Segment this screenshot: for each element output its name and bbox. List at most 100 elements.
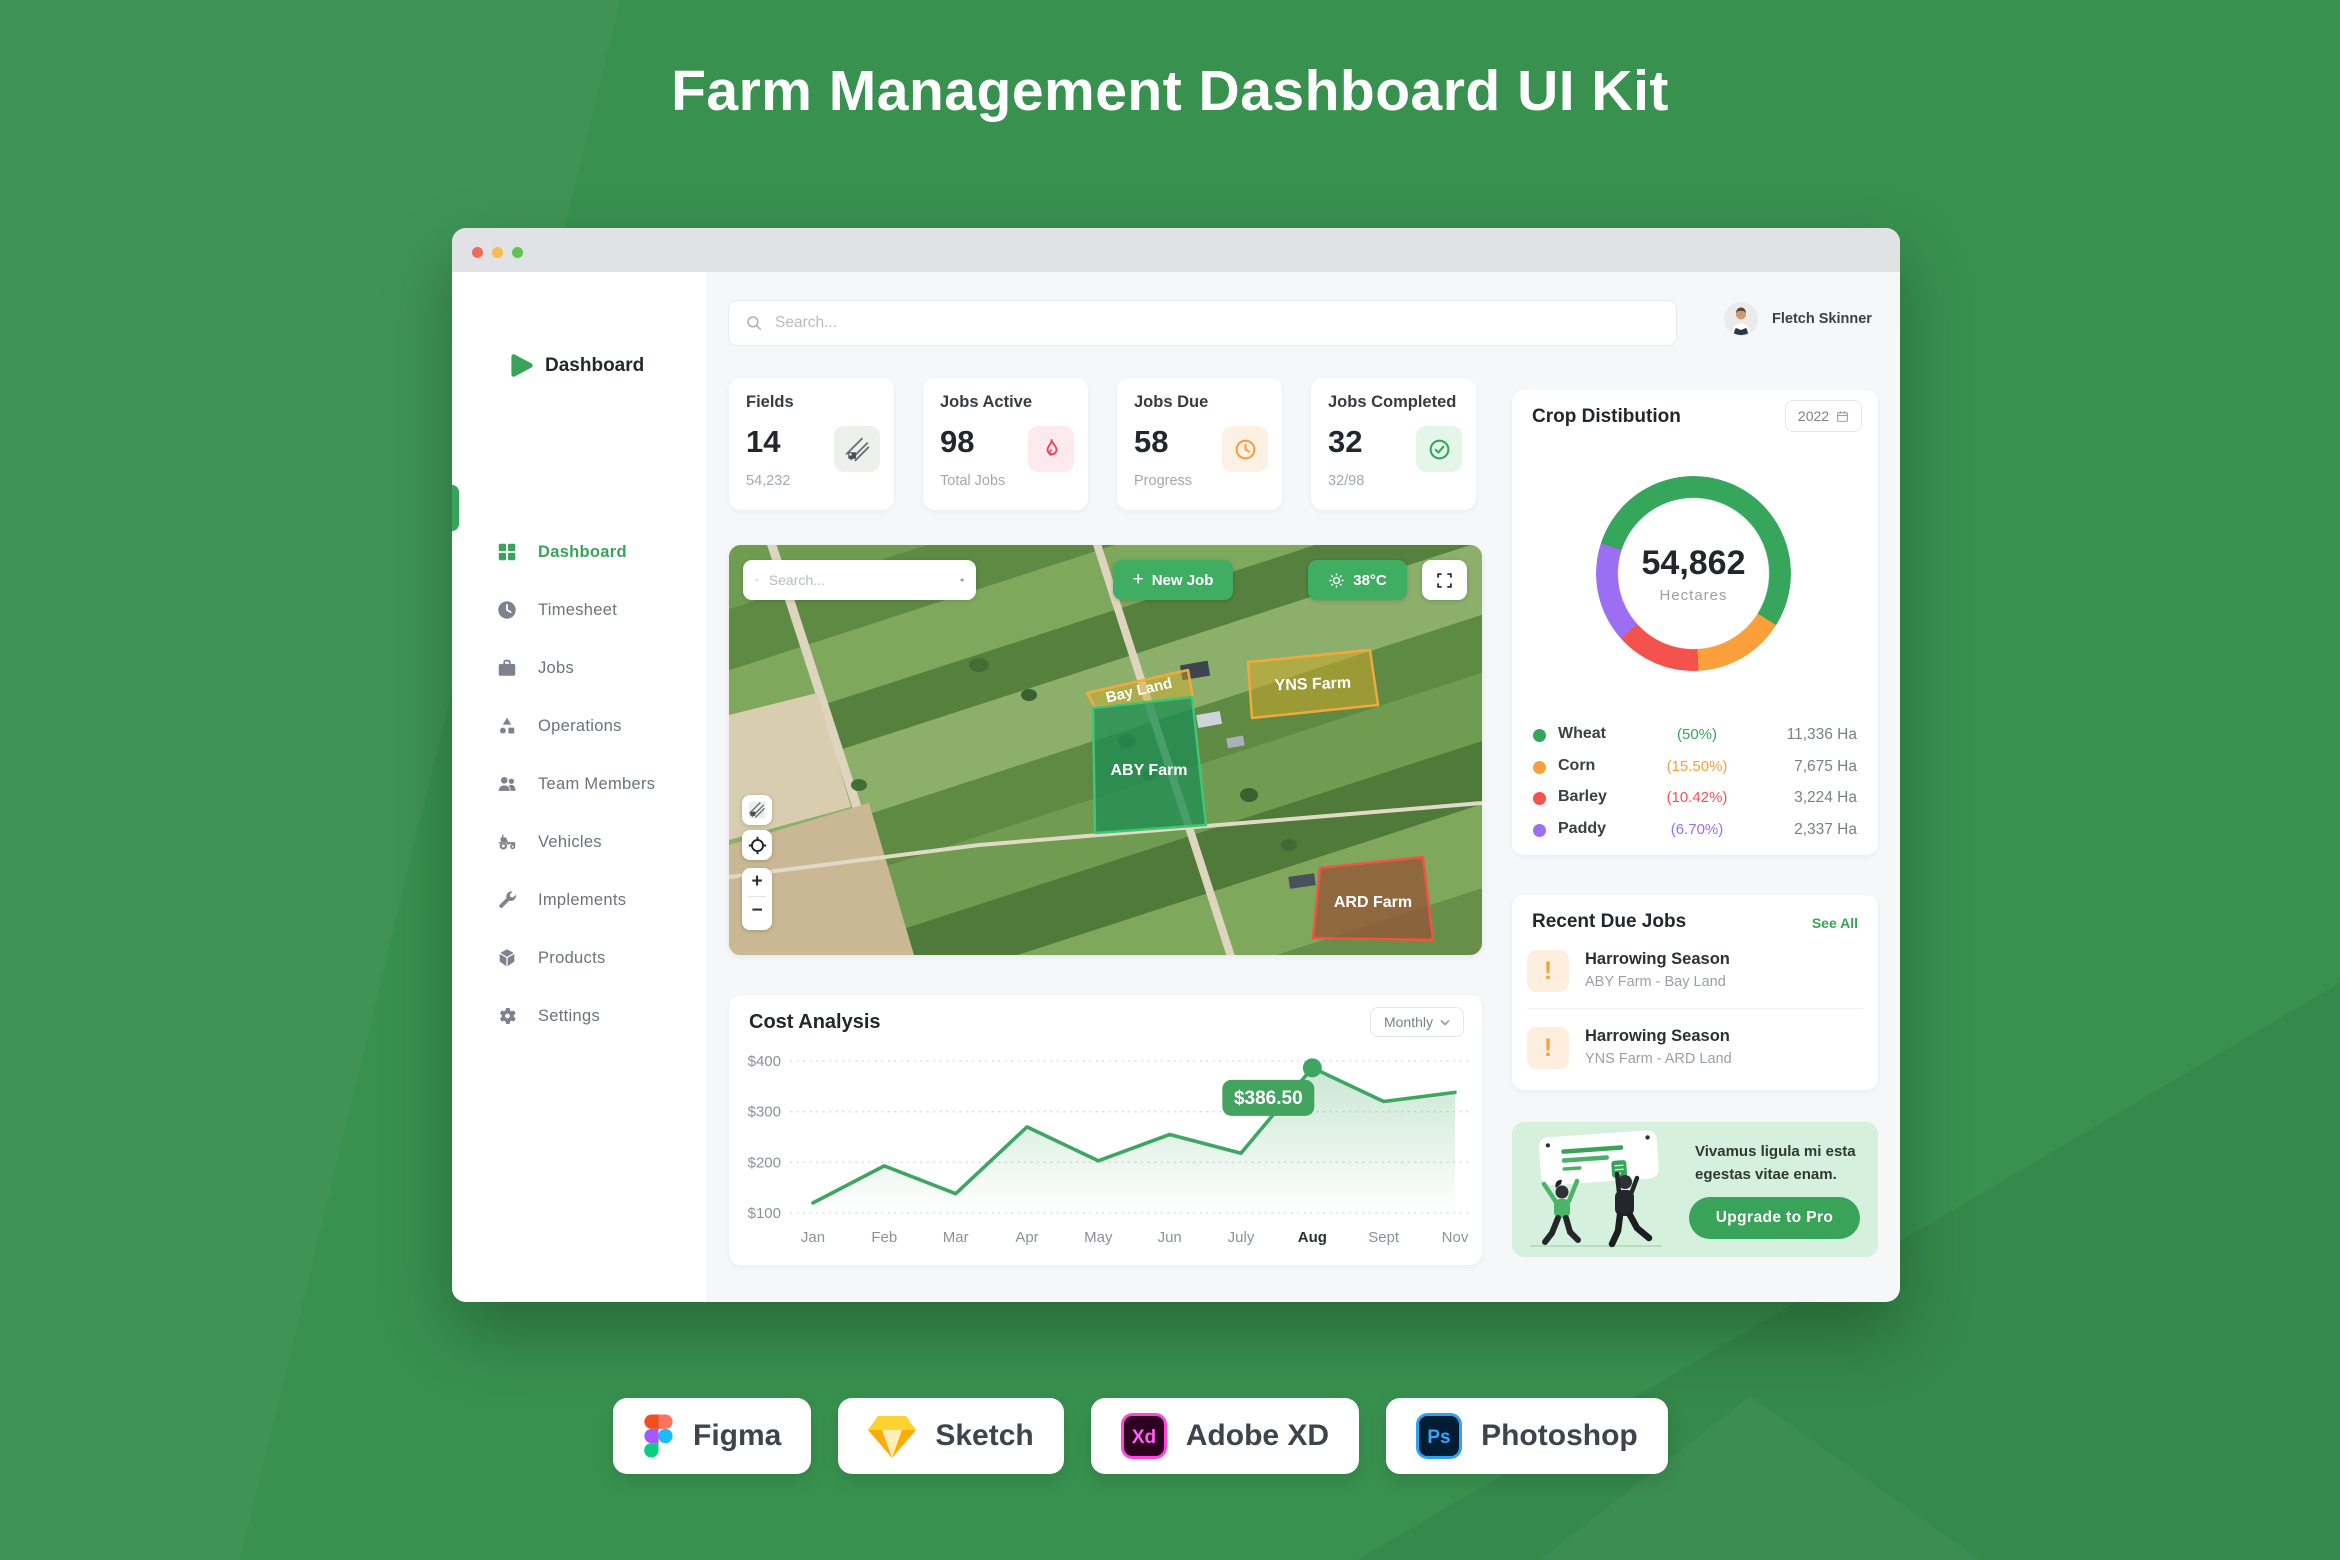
wrench-icon: [496, 889, 518, 911]
zoom-out-button[interactable]: −: [751, 900, 763, 921]
avatar: [1724, 302, 1758, 336]
hectares-label: Hectares: [1659, 586, 1728, 604]
stat-label: Jobs Active: [940, 393, 1033, 411]
stat-card-jobs-due: Jobs Due 58 Progress: [1117, 378, 1282, 510]
sidebar-item-label: Settings: [538, 1006, 601, 1025]
chart-tooltip: $386.50: [1222, 1079, 1315, 1116]
maximize-window-dot[interactable]: [512, 247, 523, 258]
search-input[interactable]: [775, 314, 1660, 332]
legend-percent: (15.50%): [1666, 757, 1728, 775]
sidebar-item-label: Jobs: [538, 658, 575, 677]
badge-label: Photoshop: [1481, 1419, 1638, 1452]
legend-name: Barley: [1558, 788, 1607, 805]
minimize-window-dot[interactable]: [492, 247, 503, 258]
due-job-title: Harrowing Season: [1585, 950, 1730, 968]
sidebar-item-jobs[interactable]: Jobs: [452, 645, 706, 691]
legend-percent: (10.42%): [1666, 789, 1728, 806]
cost-line-chart: $100 $200 $300 $400 Jan Feb Mar Apr May Jun July Au…: [748, 1053, 1470, 1246]
exclamation-icon: !: [1527, 1027, 1569, 1069]
sidebar-item-implements[interactable]: Implements: [452, 877, 706, 923]
stat-sub: Total Jobs: [940, 473, 1006, 489]
gear-icon: [496, 1005, 518, 1027]
user-name: Fletch Skinner: [1772, 311, 1872, 327]
locate-button[interactable]: [742, 830, 772, 860]
sidebar: Dashboard Dashboard Timesheet Jobs Operatio…: [452, 272, 706, 1302]
dashboard-window: Dashboard Dashboard Timesheet Jobs Operatio…: [452, 228, 1900, 1302]
calendar-icon: [1837, 410, 1848, 422]
total-hectares: 54,862: [1641, 543, 1746, 582]
due-job-subtitle: ABY Farm - Bay Land: [1585, 974, 1726, 990]
new-job-label: New Job: [1151, 571, 1214, 589]
range-value: Monthly: [1383, 1014, 1434, 1030]
legend-row-corn: Corn (15.50%) 7,675 Ha: [1512, 756, 1878, 780]
clock-icon: [496, 599, 518, 621]
sidebar-item-products[interactable]: Products: [452, 935, 706, 981]
see-all-link[interactable]: See All: [1811, 915, 1858, 931]
farm-polygon-ard-farm[interactable]: [1311, 855, 1435, 942]
briefcase-icon: [496, 657, 518, 679]
svg-text:Feb: Feb: [871, 1229, 897, 1246]
tractor-icon: [496, 831, 518, 853]
sidebar-item-dashboard[interactable]: Dashboard: [452, 529, 706, 575]
map-layers-button[interactable]: [742, 795, 772, 825]
due-job-item[interactable]: ! Harrowing Season ABY Farm - Bay Land: [1527, 950, 1863, 992]
sidebar-item-operations[interactable]: Operations: [452, 703, 706, 749]
svg-text:May: May: [1084, 1229, 1113, 1246]
figma-icon: [643, 1413, 674, 1459]
upgrade-to-pro-button[interactable]: Upgrade to Pro: [1689, 1197, 1860, 1239]
farm-polygon-aby-farm[interactable]: [1091, 695, 1208, 835]
sidebar-item-team-members[interactable]: Team Members: [452, 761, 706, 807]
svg-text:Jan: Jan: [801, 1229, 825, 1246]
due-job-item[interactable]: ! Harrowing Season YNS Farm - ARD Land: [1527, 1027, 1863, 1069]
badge-sketch: Sketch: [838, 1398, 1064, 1474]
sidebar-item-label: Team Members: [538, 774, 656, 793]
team-icon: [496, 773, 518, 795]
map-search: [743, 560, 976, 600]
close-window-dot[interactable]: [472, 247, 483, 258]
exclamation-icon: !: [1527, 950, 1569, 992]
legend-name: Paddy: [1558, 819, 1607, 837]
user-menu[interactable]: Fletch Skinner: [1724, 302, 1872, 336]
farm-polygon-yns-farm[interactable]: [1246, 648, 1380, 720]
design-tool-badges: Figma Sketch Xd Adobe XD Ps Photoshop: [613, 1398, 1668, 1474]
stat-label: Jobs Completed: [1328, 393, 1457, 411]
legend-row-paddy: Paddy (6.70%) 2,337 Ha: [1512, 819, 1878, 843]
year-select[interactable]: 2022: [1785, 400, 1862, 432]
crop-distribution-card: Crop Distibution 2022 54,862 Hectares Wh…: [1512, 390, 1878, 855]
badge-photoshop: Ps Photoshop: [1386, 1398, 1668, 1474]
due-job-subtitle: YNS Farm - ARD Land: [1585, 1051, 1732, 1067]
range-select[interactable]: Monthly: [1370, 1007, 1464, 1037]
weather-button[interactable]: 38°C: [1308, 560, 1407, 600]
zoom-in-button[interactable]: +: [751, 871, 763, 892]
map-search-input[interactable]: [768, 572, 950, 588]
cost-analysis-title: Cost Analysis: [749, 1011, 881, 1033]
farm-label: ARD Farm: [1334, 894, 1412, 911]
filter-sliders-icon[interactable]: [960, 572, 964, 588]
app-logo[interactable]: Dashboard: [508, 352, 644, 379]
new-job-button[interactable]: + New Job: [1113, 560, 1233, 600]
sidebar-item-label: Vehicles: [538, 832, 602, 851]
poster-title: Farm Management Dashboard UI Kit: [671, 59, 1669, 123]
crop-title: Crop Distibution: [1532, 406, 1681, 427]
svg-text:Sept: Sept: [1368, 1229, 1400, 1246]
sidebar-item-timesheet[interactable]: Timesheet: [452, 587, 706, 633]
svg-text:Aug: Aug: [1298, 1229, 1327, 1246]
search-icon: [747, 316, 762, 331]
map-zoom-control: + −: [742, 868, 772, 930]
cube-icon: [496, 947, 518, 969]
window-titlebar: [452, 228, 1900, 272]
flame-icon: [1028, 426, 1074, 472]
sidebar-item-settings[interactable]: Settings: [452, 993, 706, 1039]
sidebar-item-vehicles[interactable]: Vehicles: [452, 819, 706, 865]
fullscreen-button[interactable]: [1422, 560, 1467, 600]
svg-text:$200: $200: [748, 1154, 781, 1171]
stat-card-jobs-active: Jobs Active 98 Total Jobs: [923, 378, 1088, 510]
shapes-icon: [496, 715, 518, 737]
svg-text:Nov: Nov: [1442, 1229, 1469, 1246]
promo-illustration: [1530, 1130, 1662, 1248]
legend-dot: [1533, 729, 1546, 742]
legend-percent: (50%): [1676, 726, 1717, 743]
